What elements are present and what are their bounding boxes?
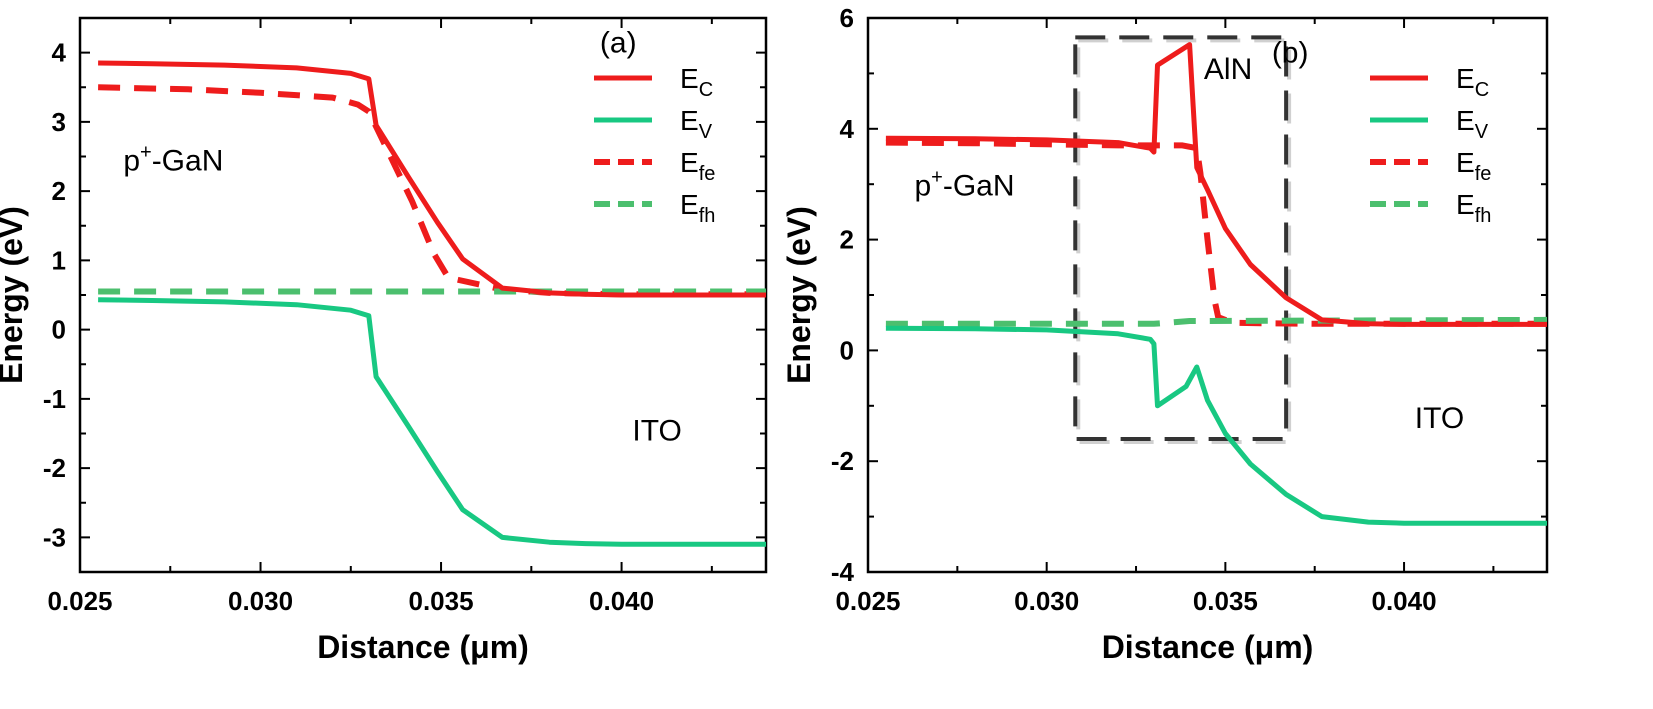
legend-label-a-EC: EC [680,63,713,101]
y-tick-label-b: 2 [840,225,854,255]
series-line-b-EC [885,42,1547,327]
series-line-a-Efe [98,84,766,298]
x-axis-label-a: Distance (μm) [317,629,529,665]
y-tick-label-a: 3 [52,107,66,137]
legend-label-b-Efh: Efh [1456,189,1491,227]
x-tick-label-a: 0.035 [409,586,474,616]
series-line-a-EV [98,297,766,547]
panel-a-chart: 0.025 0.030 0.035 0.040 -3 -2 -1 0 1 2 3 4 Distance … [0,16,768,665]
legend-label-b-Efe: Efe [1456,147,1491,185]
x-tick-label-a: 0.040 [589,586,654,616]
y-tick-label-a: 1 [52,245,66,275]
legend-label-a-Efe: Efe [680,147,715,185]
y-tick-label-b: 4 [840,114,855,144]
series-group-a [98,60,766,547]
y-tick-label-b: 0 [840,335,854,365]
annotation-a: p+-GaN [123,141,223,177]
legend-label-b-EV: EV [1456,105,1489,143]
legend-label-b-EC: EC [1456,63,1489,101]
y-tick-label-b: -4 [831,557,855,587]
y-tick-label-b: -2 [831,446,854,476]
y-tick-label-a: 0 [52,315,66,345]
aln-region-box [1073,35,1289,442]
x-tick-label-b: 0.040 [1372,586,1437,616]
series-group-b [885,42,1547,526]
annotation-a: ITO [632,414,681,447]
y-tick-label-a: -3 [43,522,66,552]
y-tick-label-b: 6 [840,3,854,33]
annotation-b: p+-GaN [914,166,1014,202]
x-tick-label-a: 0.025 [47,586,112,616]
y-axis-label-b: Energy (eV) [781,206,817,384]
series-line-a-EC [98,60,766,298]
series-line-b-EV [885,325,1547,526]
y-tick-label-a: -2 [43,453,66,483]
aln-region-box-shadow [1076,38,1292,445]
x-axis-label-b: Distance (μm) [1102,629,1314,665]
y-tick-label-a: 2 [52,176,66,206]
legend-label-a-Efh: Efh [680,189,715,227]
y-tick-label-a: -1 [43,384,66,414]
x-tick-label-b: 0.025 [835,586,900,616]
x-tick-label-b: 0.030 [1014,586,1079,616]
x-tick-label-b: 0.035 [1193,586,1258,616]
annotation-a: (a) [600,27,637,60]
panel-b-chart: 0.025 0.030 0.035 0.040 -4 -2 0 2 4 6 Distance (μm… [781,3,1549,665]
plot-frame-b [866,16,1549,574]
legend-label-a-EV: EV [680,105,713,143]
annotation-b: (b) [1272,36,1309,69]
annotation-b: ITO [1415,402,1464,435]
x-tick-label-a: 0.030 [228,586,293,616]
y-tick-label-a: 4 [52,38,67,68]
series-line-b-Efh [885,316,1547,327]
y-axis-label-a: Energy (eV) [0,206,29,384]
annotation-b: AlN [1204,53,1252,86]
